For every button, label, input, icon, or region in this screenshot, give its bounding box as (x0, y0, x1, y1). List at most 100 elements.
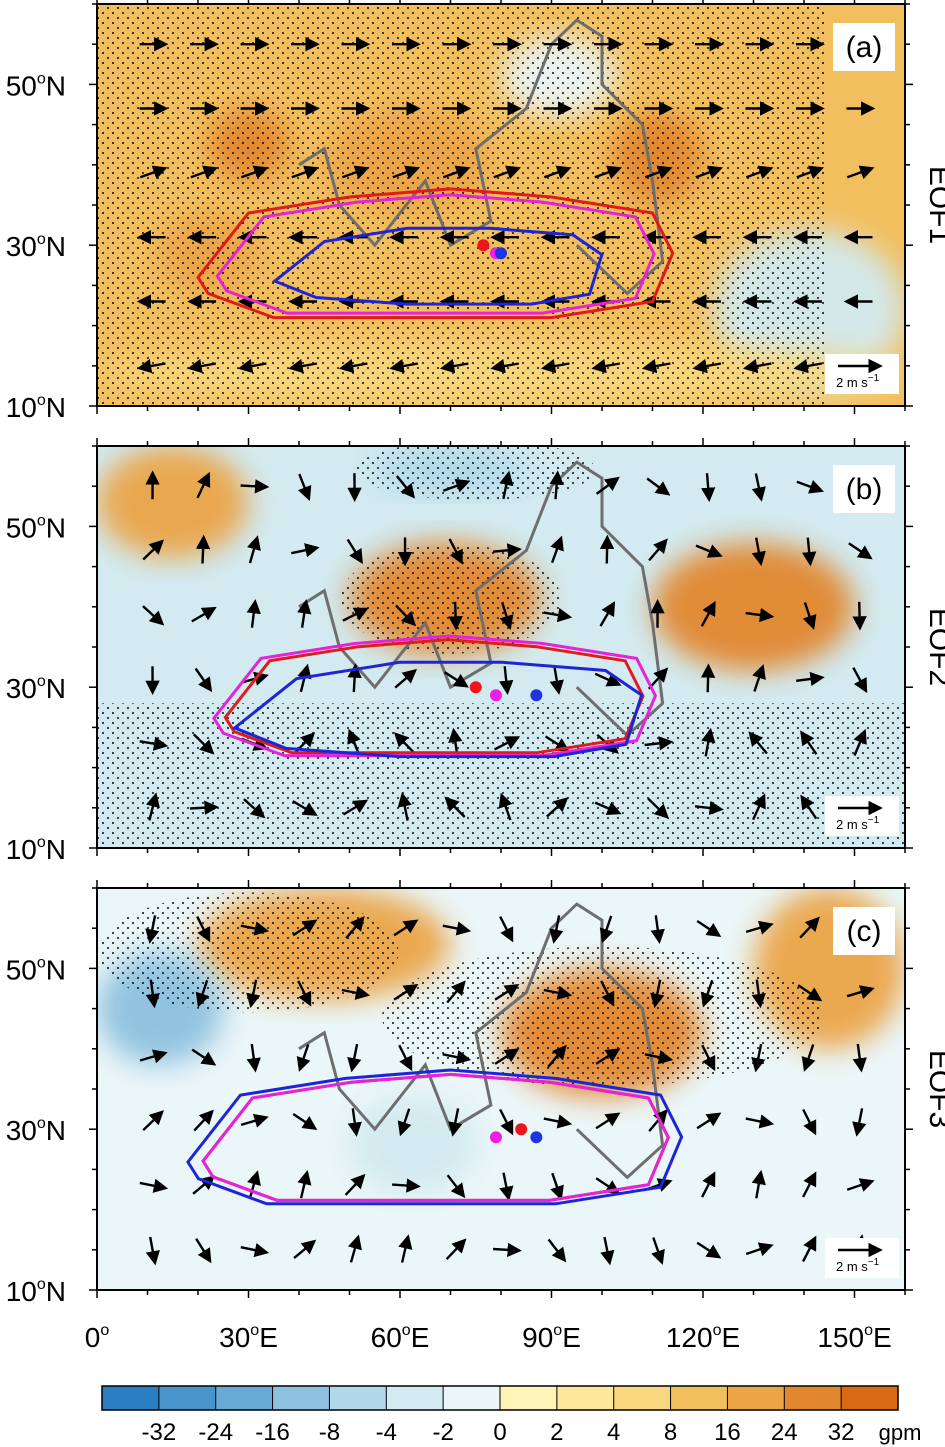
wind-vector (240, 165, 269, 180)
x-axis: 0o 30oE 60oE 90oE 120oE 150oE (85, 1322, 892, 1353)
colorbar-swatch (102, 1386, 160, 1410)
wind-vector (442, 1050, 472, 1065)
wind-vector (852, 601, 867, 631)
wind-vector (398, 1044, 413, 1072)
wind-vector (145, 1236, 160, 1266)
panel-label: (b) (846, 473, 883, 506)
y-tick-label: 10oN (6, 834, 66, 865)
y-tick-label: 30oN (6, 673, 66, 704)
wind-vector (499, 1172, 514, 1202)
colorbar-swatch (670, 1386, 728, 1410)
colorbar-swatch (158, 1386, 217, 1410)
panel-c (97, 888, 905, 1290)
wind-vector (550, 535, 564, 564)
wind-vector (394, 668, 418, 689)
wind-vector (701, 1044, 716, 1072)
wind-vector (442, 165, 471, 180)
wind-vector (651, 1237, 665, 1265)
wind-vector (600, 980, 615, 1007)
wind-vector (596, 733, 619, 754)
wind-vector (397, 792, 412, 821)
wind-vector (543, 985, 573, 1000)
x-tick-label: 30oE (219, 1322, 278, 1353)
wind-vector (748, 731, 768, 755)
x-tick-label: 120oE (666, 1322, 740, 1353)
wind-vector (700, 663, 716, 693)
wind-vector (695, 544, 723, 558)
colorbar-swatch (784, 1386, 842, 1410)
wind-vector (395, 604, 417, 627)
degree-sign: o (250, 1322, 259, 1339)
wind-vector (696, 1112, 722, 1130)
wind-vector (139, 1049, 168, 1064)
colorbar-unit: gpm (879, 1420, 922, 1445)
wind-vector (395, 475, 415, 499)
wind-vector (797, 984, 823, 1002)
wind-vector (291, 543, 320, 558)
panel-label-box (833, 23, 895, 71)
colorbar-swatch (386, 1386, 444, 1410)
wind-vector (240, 479, 270, 494)
wind-vector (297, 599, 312, 628)
wind-vector (494, 1048, 520, 1065)
wind-vector (799, 916, 820, 939)
wind-vector (191, 1048, 217, 1066)
y-tick-unit: N (46, 512, 66, 543)
wind-vector (344, 1173, 366, 1196)
colorbar-swatch (841, 1386, 899, 1410)
wind-vector (745, 1114, 775, 1129)
colorbar-label: -32 (142, 1419, 177, 1446)
wind-vector (701, 1171, 716, 1198)
contour-blue (271, 226, 604, 306)
wind-vector (646, 477, 671, 496)
wind-vector (595, 1112, 621, 1130)
vector-key-exponent: −1 (868, 1257, 880, 1268)
degree-sign: o (864, 1322, 873, 1339)
wind-vector (853, 728, 867, 756)
degree-sign: o (553, 1322, 562, 1339)
wind-vector (591, 358, 621, 374)
wind-vector (397, 1108, 412, 1137)
wind-vector (745, 607, 775, 623)
wind-vector (439, 358, 469, 374)
x-tick-unit: E (259, 1322, 278, 1353)
wind-vector (243, 798, 266, 819)
wind-vector (852, 1108, 867, 1137)
wind-vector (745, 165, 774, 180)
wind-vector (247, 535, 261, 564)
wind-vector (595, 1048, 621, 1065)
wind-vector (196, 471, 211, 499)
wind-vector (499, 1108, 514, 1136)
wind-vector (695, 165, 724, 180)
wind-vector (499, 666, 514, 695)
y-tick-unit: N (46, 954, 66, 985)
wind-vector (745, 1242, 774, 1257)
wind-vector (145, 915, 160, 944)
wind-vector (446, 1174, 466, 1199)
colorbar-label: 24 (771, 1419, 798, 1446)
wind-vector (192, 733, 215, 755)
wind-vector (594, 801, 622, 816)
wind-vector (297, 663, 312, 693)
wind-vector (549, 666, 564, 695)
wind-vector (445, 1238, 467, 1261)
wind-vector (644, 736, 674, 751)
wind-vector (342, 799, 369, 816)
y-tick-unit: N (46, 231, 66, 262)
degree-sign: o (37, 834, 46, 851)
wind-vector (342, 607, 369, 622)
wind-vector (648, 538, 668, 562)
side-label: EOF3 (923, 1050, 945, 1128)
wind-vector (291, 165, 320, 180)
wind-vector (846, 985, 875, 999)
wind-vector (543, 165, 572, 180)
wind-vector (648, 1108, 668, 1132)
wind-vector (793, 358, 823, 374)
significance-stipple (98, 892, 399, 1013)
wind-vector (493, 1242, 522, 1258)
wind-vector (247, 1170, 261, 1199)
colorbar-label: 2 (550, 1419, 563, 1446)
colorbar-swatch (727, 1386, 785, 1410)
colorbar-label: 4 (607, 1419, 620, 1446)
contour-blue (186, 1068, 684, 1206)
